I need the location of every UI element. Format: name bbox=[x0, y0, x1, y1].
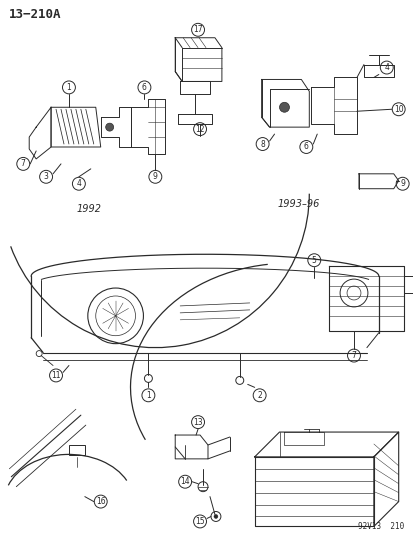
Circle shape bbox=[105, 123, 113, 131]
Text: 16: 16 bbox=[96, 497, 105, 506]
Text: 1: 1 bbox=[66, 83, 71, 92]
Text: 1: 1 bbox=[146, 391, 150, 400]
Text: 13: 13 bbox=[193, 418, 202, 426]
Text: 92V13  210: 92V13 210 bbox=[358, 522, 404, 531]
Text: 5: 5 bbox=[311, 256, 316, 265]
Text: 1993–96: 1993–96 bbox=[277, 199, 319, 208]
Text: 11: 11 bbox=[51, 371, 61, 380]
Text: 1992: 1992 bbox=[76, 204, 101, 214]
Text: 13−210A: 13−210A bbox=[9, 8, 62, 21]
Text: 7: 7 bbox=[21, 159, 26, 168]
Text: 3: 3 bbox=[43, 172, 48, 181]
Text: 12: 12 bbox=[195, 125, 204, 134]
Text: 6: 6 bbox=[303, 142, 308, 151]
Text: 15: 15 bbox=[195, 517, 204, 526]
Text: 2: 2 bbox=[256, 391, 261, 400]
Text: 4: 4 bbox=[383, 63, 388, 72]
Text: 4: 4 bbox=[76, 179, 81, 188]
Bar bbox=[69, 445, 85, 455]
Text: 7: 7 bbox=[351, 351, 356, 360]
Circle shape bbox=[214, 514, 217, 519]
Text: 6: 6 bbox=[142, 83, 147, 92]
Text: 8: 8 bbox=[260, 140, 264, 149]
Text: 17: 17 bbox=[193, 25, 202, 34]
Text: 10: 10 bbox=[393, 105, 403, 114]
Text: 9: 9 bbox=[399, 179, 404, 188]
Text: 9: 9 bbox=[152, 172, 157, 181]
Circle shape bbox=[279, 102, 289, 112]
Text: 14: 14 bbox=[180, 477, 190, 486]
